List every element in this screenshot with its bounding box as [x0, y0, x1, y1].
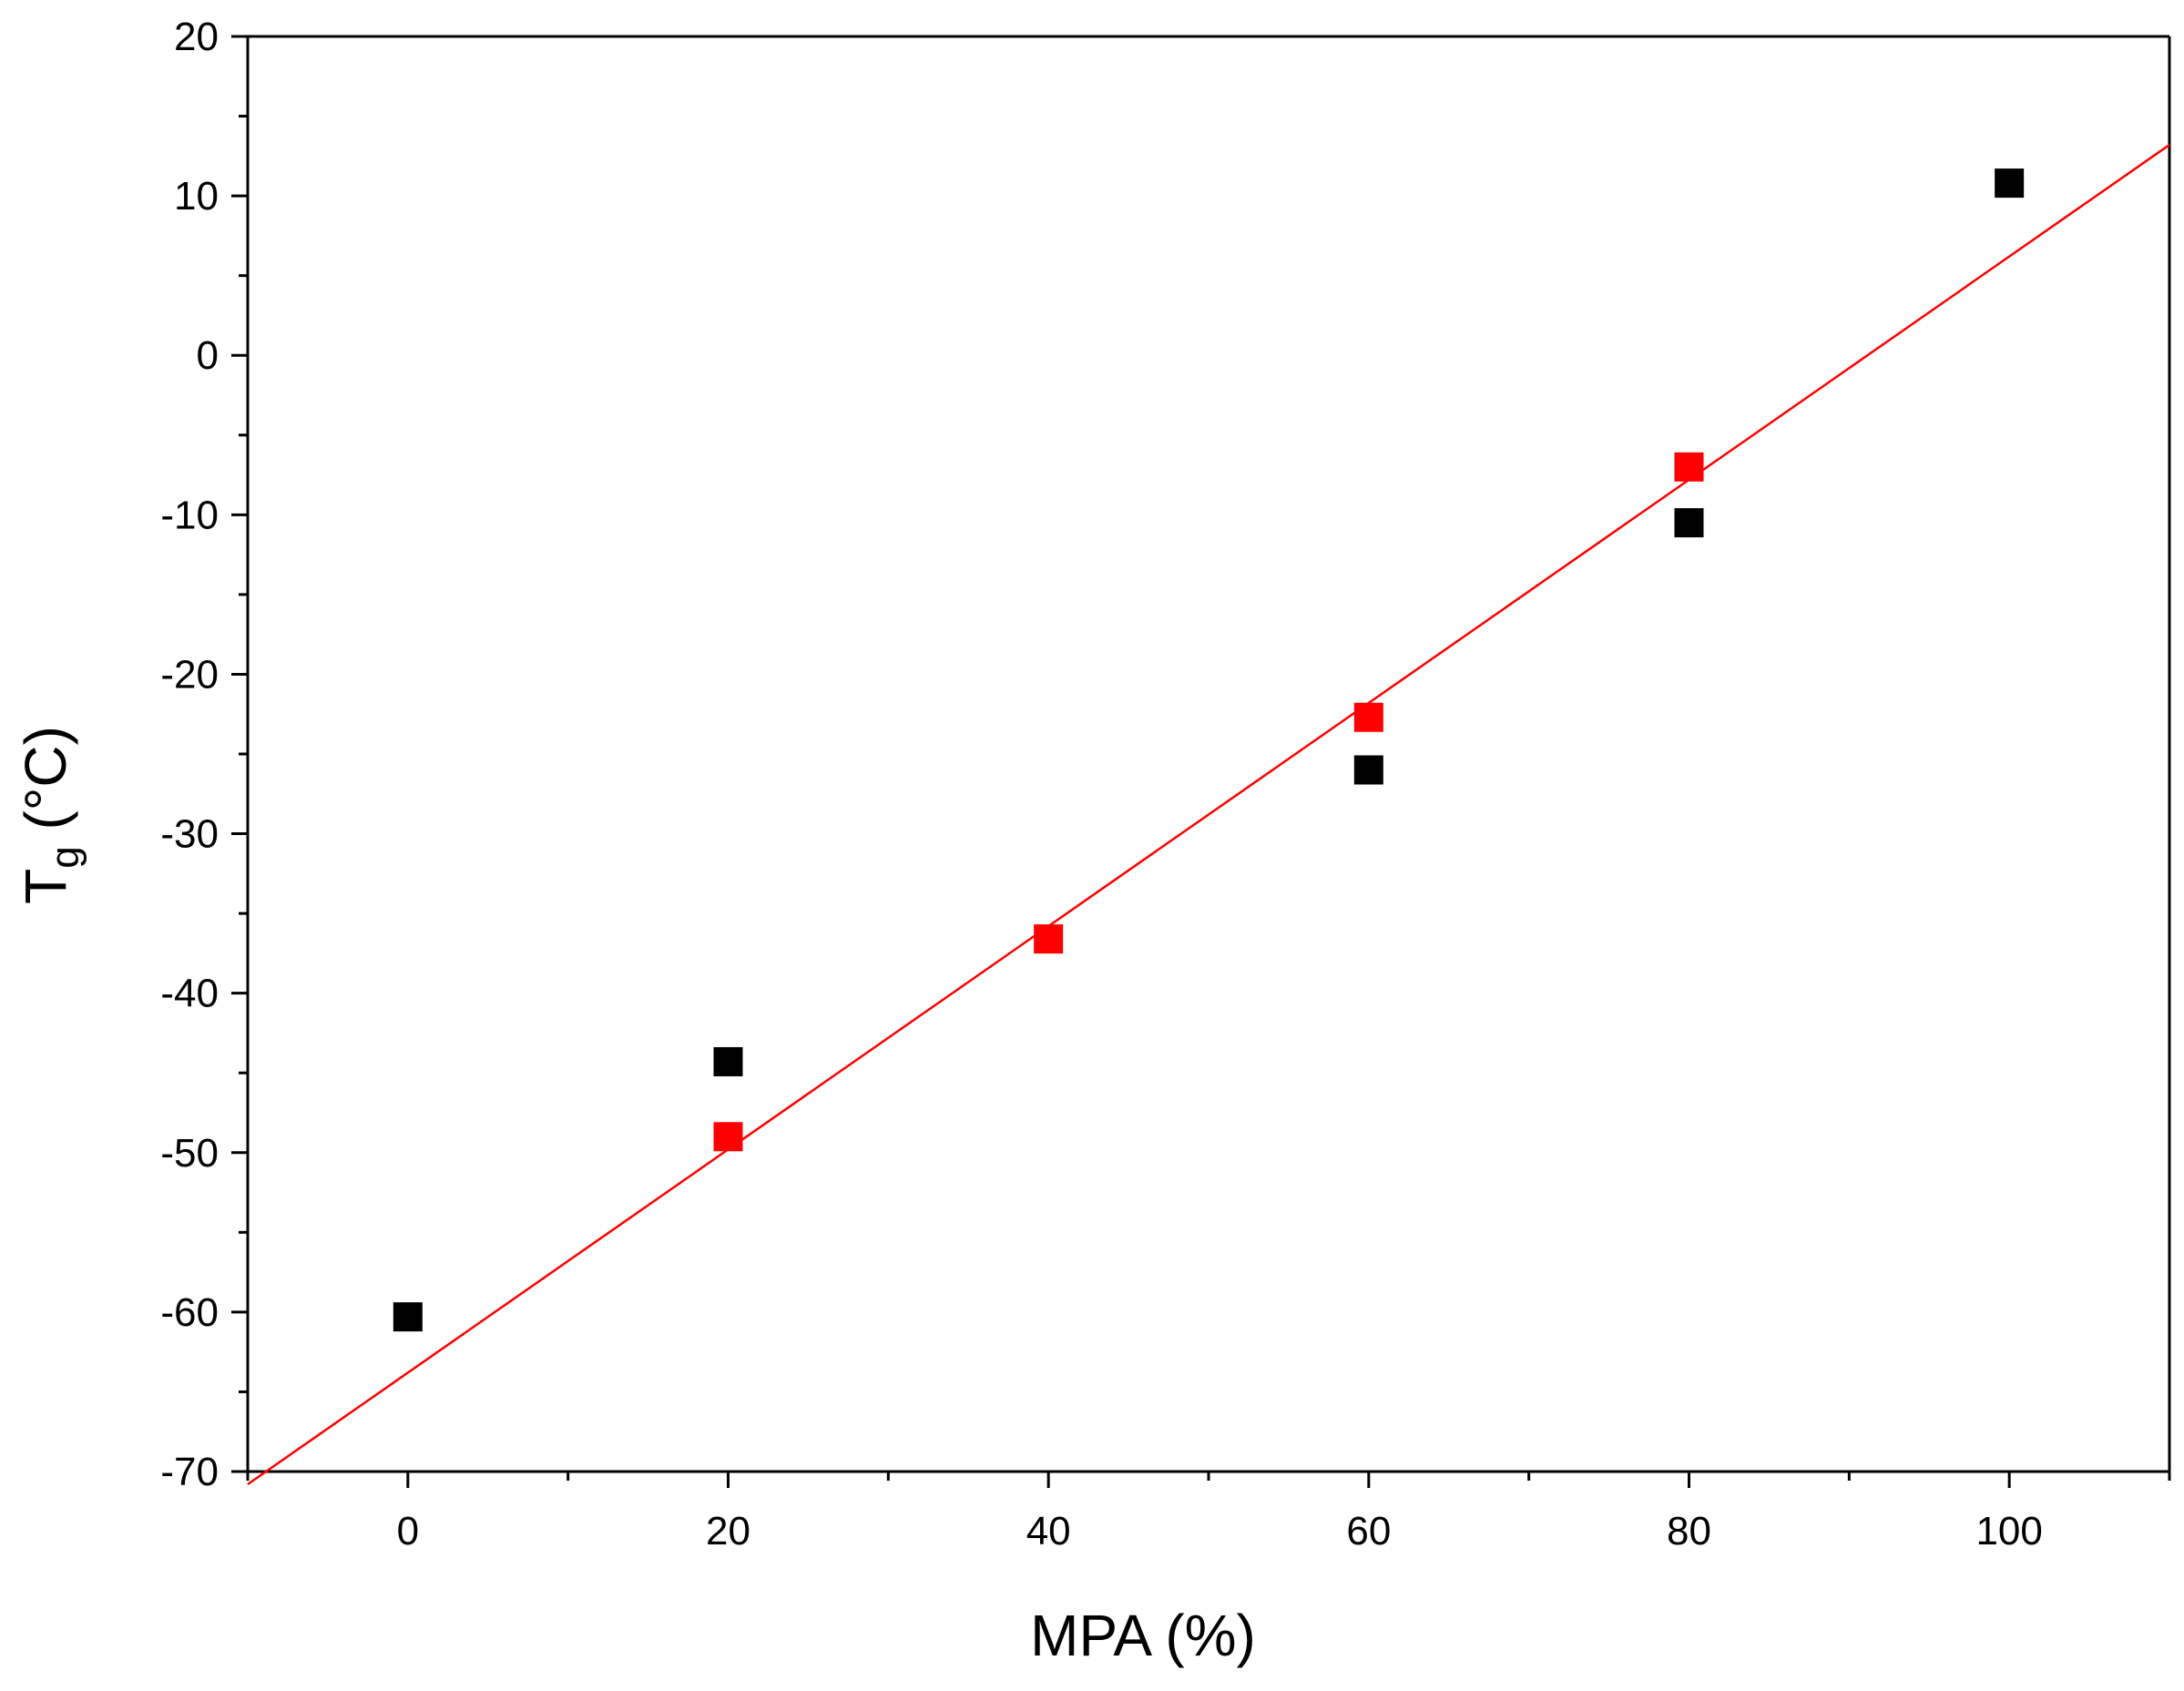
y-tick-label: -50: [160, 1131, 219, 1176]
y-tick-label: -60: [160, 1290, 219, 1335]
x-axis-title: MPA (%): [1030, 1603, 1256, 1668]
plot-frame: [246, 35, 2171, 1473]
y-tick-label: -10: [160, 493, 219, 537]
y-axis-title: Tg (°C): [13, 726, 87, 904]
y-tick-label: -40: [160, 972, 219, 1016]
black-square-point: [393, 1302, 423, 1332]
fit-line: [247, 144, 2170, 1486]
x-tick-label: 80: [1667, 1509, 1711, 1553]
x-tick-label: 0: [397, 1509, 419, 1553]
y-tick-label: -30: [160, 812, 219, 857]
black-square-point: [713, 1046, 743, 1076]
x-tick-label: 20: [706, 1509, 750, 1553]
black-square-point: [1674, 508, 1704, 538]
data-points: [393, 168, 2025, 1332]
red-square-point: [713, 1122, 743, 1152]
fit-line-group: [247, 144, 2170, 1486]
x-tick-labels: 0 20 40 60 80 100: [397, 1509, 2043, 1553]
black-square-point: [1995, 168, 2025, 199]
y-axis-title-main: T: [13, 869, 78, 904]
x-tick-label: 100: [1975, 1509, 2042, 1553]
red-square-point: [1353, 702, 1383, 732]
y-tick-label: -70: [160, 1450, 219, 1494]
y-tick-label: 20: [174, 15, 219, 59]
x-tick-label: 40: [1026, 1509, 1071, 1553]
black-square-point: [1353, 755, 1383, 785]
red-square-point: [1674, 452, 1704, 482]
x-tick-label: 60: [1346, 1509, 1391, 1553]
y-tick-label: -20: [160, 652, 219, 697]
red-square-point: [1034, 924, 1064, 954]
y-tick-label: 10: [174, 174, 219, 219]
y-axis-title-unit: (°C): [13, 726, 78, 846]
y-tick-label: 0: [197, 333, 219, 378]
y-tick-labels: 20 10 0 -10 -20 -30 -40 -50 -60 -70: [160, 15, 219, 1494]
axis-ticks: [231, 35, 2171, 1488]
y-axis-title-subscript: g: [43, 846, 87, 868]
